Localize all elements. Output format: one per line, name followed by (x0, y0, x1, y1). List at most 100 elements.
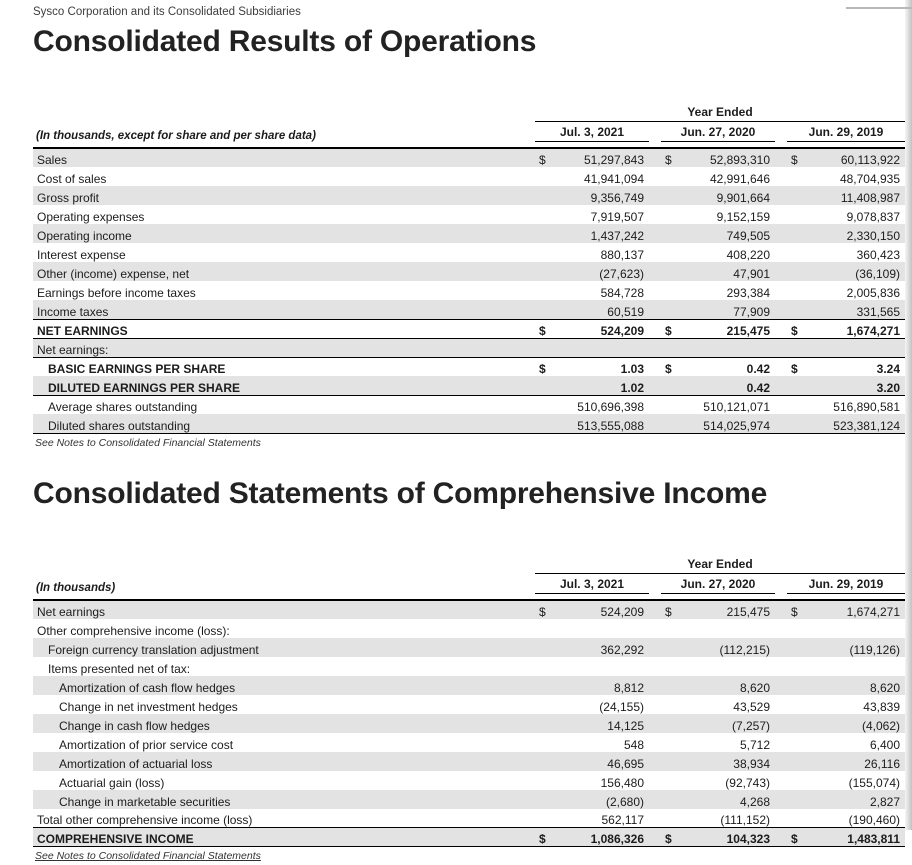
cell-value: 60,113,922 (805, 148, 905, 167)
dollar-sign (535, 167, 553, 186)
column-gap (649, 281, 661, 300)
year-ended-row: Year Ended (33, 105, 905, 125)
section-title-results-of-operations: Consolidated Results of Operations (33, 25, 537, 58)
cell-value: 14,125 (553, 713, 649, 733)
section-title-comprehensive-income: Consolidated Statements of Comprehensive… (33, 476, 768, 510)
table-row: Foreign currency translation adjustment 3… (33, 637, 905, 657)
table-row: DILUTED EARNINGS PER SHARE 1.02 0.42 3.20 (33, 376, 905, 396)
dollar-sign (535, 751, 553, 771)
dollar-sign (535, 205, 553, 224)
column-header-jun-29-2019: Jun. 29, 2019 (787, 577, 905, 594)
dollar-sign: $ (661, 356, 679, 376)
cell-value: 1,437,242 (553, 224, 649, 243)
cell-value: (2,680) (553, 789, 649, 809)
dollar-sign (787, 376, 805, 396)
dollar-sign: $ (535, 318, 553, 339)
results-of-operations-table: Year Ended (In thousands, except for sha… (33, 105, 905, 434)
dollar-sign: $ (535, 827, 553, 847)
table-row: Net earnings $524,209 $215,475 $1,674,271 (33, 599, 905, 619)
dollar-sign: $ (787, 827, 805, 847)
cell-value: 52,893,310 (679, 148, 775, 167)
dollar-sign (661, 809, 679, 828)
dollar-sign (661, 243, 679, 262)
dollar-sign: $ (787, 356, 805, 376)
column-headers-row: (In thousands) Jul. 3, 2021 Jun. 27, 202… (33, 576, 905, 601)
column-gap (775, 599, 787, 619)
column-gap (775, 338, 787, 357)
cell-value: 880,137 (600, 248, 644, 262)
cell-value: 1,674,271 (805, 318, 905, 339)
dollar-sign (661, 675, 679, 695)
cell-value (679, 657, 775, 676)
table-row: Income taxes 60,519 77,909 331,565 (33, 300, 905, 319)
column-gap (649, 300, 661, 319)
dollar-sign (535, 809, 553, 828)
cell-value (553, 619, 649, 638)
cell-value: 514,025,974 (679, 414, 775, 434)
dollar-sign (787, 809, 805, 828)
column-gap (775, 281, 787, 300)
dollar-sign (787, 395, 805, 414)
row-label: Cost of sales (37, 172, 107, 186)
row-label: Earnings before income taxes (37, 286, 196, 300)
column-header-jul-3-2021: Jul. 3, 2021 (535, 125, 649, 142)
cell-value: 43,839 (863, 699, 900, 714)
column-gap (649, 751, 661, 771)
dollar-sign (787, 637, 805, 657)
column-gap (649, 243, 661, 262)
dollar-sign (535, 733, 553, 752)
column-gap (649, 657, 661, 676)
year-ended-label: Year Ended (535, 105, 905, 122)
column-gap (775, 771, 787, 790)
cell-value: 51,297,843 (553, 148, 649, 167)
cell-value: 510,696,398 (577, 400, 644, 414)
dollar-sign (661, 186, 679, 205)
row-label: Amortization of actuarial loss (33, 751, 535, 771)
column-gap (649, 733, 661, 752)
column-gap (649, 827, 661, 847)
dollar-sign (661, 414, 679, 434)
cell-value: 1.02 (553, 376, 649, 396)
dollar-sign (535, 637, 553, 657)
dollar-sign (661, 751, 679, 771)
dollar-sign (535, 695, 553, 714)
row-label: COMPREHENSIVE INCOME (33, 827, 535, 847)
column-gap (649, 148, 661, 167)
column-gap (775, 695, 787, 714)
page-edge-artifact (846, 7, 912, 9)
column-gap (775, 186, 787, 205)
dollar-sign (787, 695, 805, 714)
cell-value: 43,529 (733, 699, 770, 714)
column-gap (775, 751, 787, 771)
cell-value: 1,086,326 (553, 827, 649, 847)
dollar-sign (535, 224, 553, 243)
column-header-jun-29-2019: Jun. 29, 2019 (787, 125, 905, 142)
column-gap (649, 395, 661, 414)
cell-value: 0.42 (679, 376, 775, 396)
column-gap (775, 356, 787, 376)
dollar-sign (661, 657, 679, 676)
table-row: Other (income) expense, net (27,623) 47,90… (33, 262, 905, 281)
dollar-sign (787, 205, 805, 224)
dollar-sign (787, 186, 805, 205)
dollar-sign (661, 789, 679, 809)
column-gap (649, 599, 661, 619)
dollar-sign: $ (787, 318, 805, 339)
column-gap (775, 262, 787, 281)
cell-value: 2,330,150 (805, 224, 905, 243)
dollar-sign: $ (661, 827, 679, 847)
column-gap (649, 675, 661, 695)
column-gap (775, 657, 787, 676)
table-row: COMPREHENSIVE INCOME $1,086,326 $104,323 $1… (33, 827, 905, 847)
cell-value: (36,109) (805, 262, 905, 281)
cell-value: (7,257) (679, 713, 775, 733)
table-row: Amortization of prior service cost 548 5,7… (33, 733, 905, 752)
row-label: Diluted shares outstanding (33, 414, 535, 434)
cell-value (553, 657, 649, 676)
column-gap (649, 338, 661, 357)
column-gap (775, 376, 787, 396)
dollar-sign (535, 414, 553, 434)
row-label: Net earnings (33, 599, 535, 619)
dollar-sign (535, 376, 553, 396)
table-row: Other comprehensive income (loss): (33, 619, 905, 638)
